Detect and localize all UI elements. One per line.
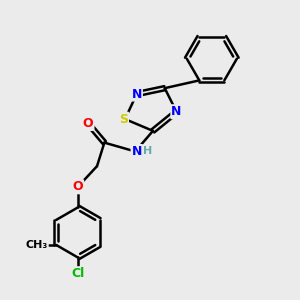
- Text: O: O: [83, 117, 94, 130]
- Text: N: N: [171, 105, 182, 118]
- Text: S: S: [119, 112, 128, 126]
- Text: H: H: [143, 146, 152, 157]
- Text: CH₃: CH₃: [26, 240, 48, 250]
- Text: Cl: Cl: [71, 267, 85, 280]
- Text: N: N: [132, 88, 142, 100]
- Text: O: O: [73, 180, 83, 193]
- Text: N: N: [132, 145, 142, 158]
